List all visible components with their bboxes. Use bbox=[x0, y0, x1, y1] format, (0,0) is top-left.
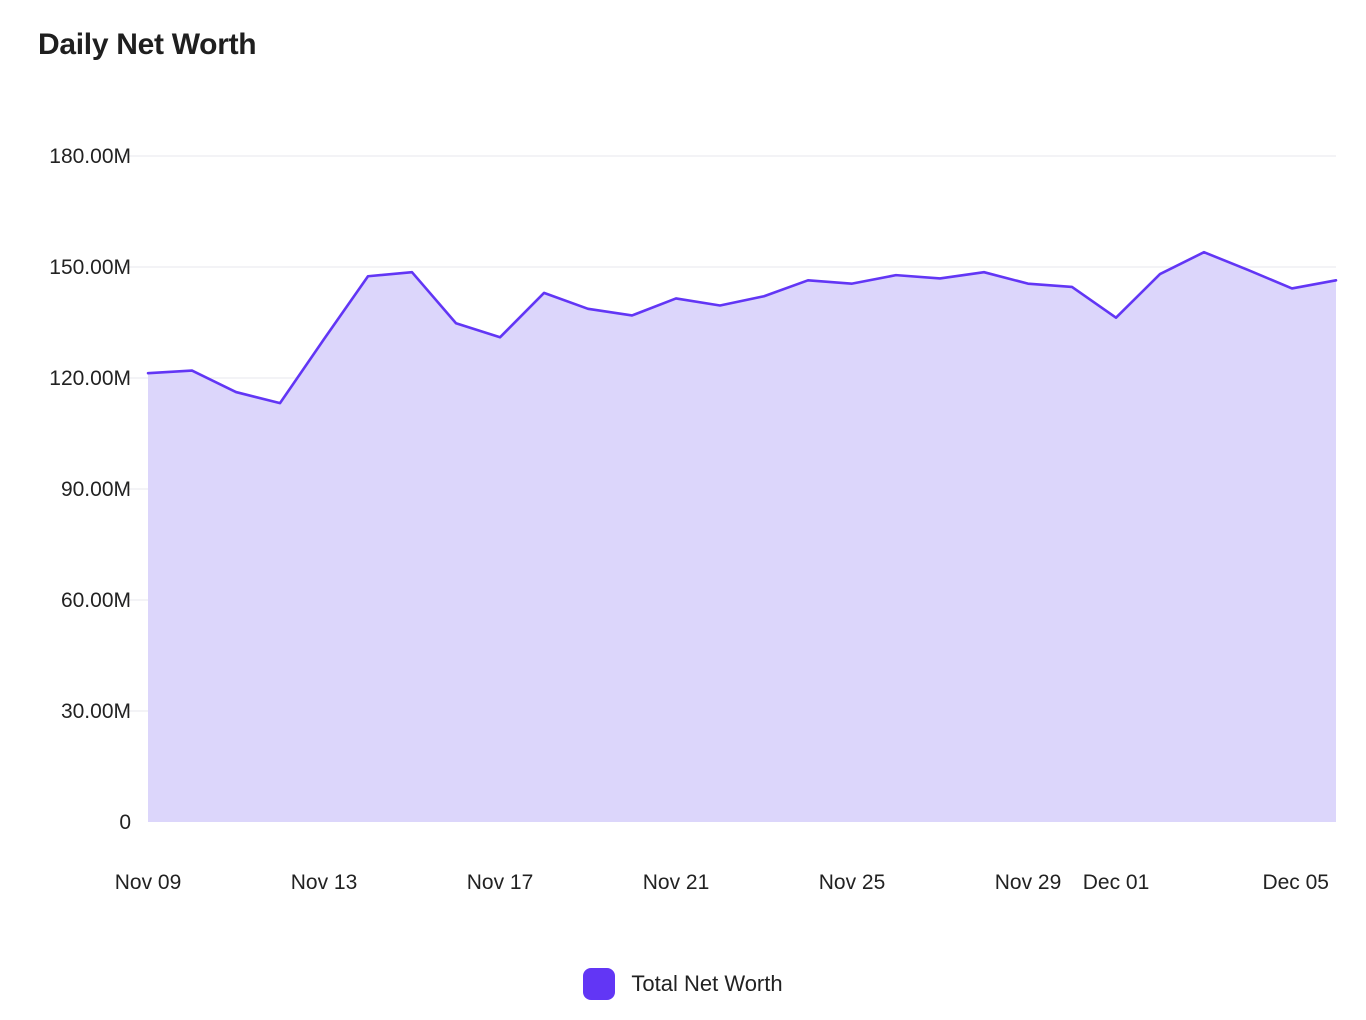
y-axis: 0 30.00M 60.00M 90.00M 120.00M 150.00M 180.00M bbox=[49, 145, 131, 834]
x-tick-label: Dec 01 bbox=[1083, 871, 1150, 894]
y-tick-label: 150.00M bbox=[49, 256, 131, 279]
y-tick-label: 120.00M bbox=[49, 367, 131, 390]
legend-swatch-total-net-worth[interactable] bbox=[583, 968, 616, 1000]
series-line bbox=[146, 250, 1338, 405]
series-area bbox=[148, 252, 1336, 822]
data-point[interactable] bbox=[540, 289, 548, 297]
x-tick-label: Nov 13 bbox=[291, 871, 358, 894]
x-tick-label: Nov 09 bbox=[115, 871, 182, 894]
data-point[interactable] bbox=[892, 271, 900, 279]
data-point[interactable] bbox=[936, 274, 944, 282]
x-tick-label: Nov 17 bbox=[467, 871, 534, 894]
x-axis: Nov 09 Nov 13 Nov 17 Nov 21 Nov 25 Nov 29 Dec … bbox=[115, 871, 1329, 894]
data-point[interactable] bbox=[320, 335, 328, 343]
data-point[interactable] bbox=[408, 268, 416, 276]
data-point[interactable] bbox=[716, 301, 724, 309]
y-tick-label: 60.00M bbox=[61, 589, 131, 612]
data-point[interactable] bbox=[980, 268, 988, 276]
data-point[interactable] bbox=[276, 399, 284, 407]
data-point[interactable] bbox=[144, 369, 152, 377]
x-tick-label: Nov 25 bbox=[819, 871, 886, 894]
y-tick-label: 0 bbox=[119, 811, 131, 834]
data-point[interactable] bbox=[1024, 280, 1032, 288]
legend-label-total-net-worth[interactable]: Total Net Worth bbox=[631, 971, 783, 996]
data-point[interactable] bbox=[672, 294, 680, 302]
plot-area bbox=[144, 248, 1340, 822]
data-point[interactable] bbox=[232, 388, 240, 396]
data-point[interactable] bbox=[1112, 314, 1120, 322]
x-tick-label: Nov 21 bbox=[643, 871, 710, 894]
data-point[interactable] bbox=[452, 319, 460, 327]
data-point[interactable] bbox=[364, 272, 372, 280]
data-point[interactable] bbox=[1244, 266, 1252, 274]
data-point[interactable] bbox=[1068, 283, 1076, 291]
data-point[interactable] bbox=[188, 367, 196, 375]
x-tick-label: Nov 29 bbox=[995, 871, 1062, 894]
chart-title: Daily Net Worth bbox=[38, 28, 257, 61]
data-point[interactable] bbox=[804, 276, 812, 284]
legend: Total Net Worth bbox=[0, 968, 1366, 1000]
y-tick-label: 180.00M bbox=[49, 145, 131, 168]
data-point[interactable] bbox=[760, 292, 768, 300]
data-point[interactable] bbox=[848, 280, 856, 288]
data-point[interactable] bbox=[1332, 276, 1340, 284]
data-point[interactable] bbox=[1288, 284, 1296, 292]
data-point[interactable] bbox=[628, 311, 636, 319]
data-point[interactable] bbox=[496, 333, 504, 341]
x-tick-label: Dec 05 bbox=[1262, 871, 1329, 894]
data-point[interactable] bbox=[584, 305, 592, 313]
y-tick-label: 90.00M bbox=[61, 478, 131, 501]
data-point[interactable] bbox=[1200, 248, 1208, 256]
data-point[interactable] bbox=[1156, 270, 1164, 278]
y-tick-label: 30.00M bbox=[61, 700, 131, 723]
